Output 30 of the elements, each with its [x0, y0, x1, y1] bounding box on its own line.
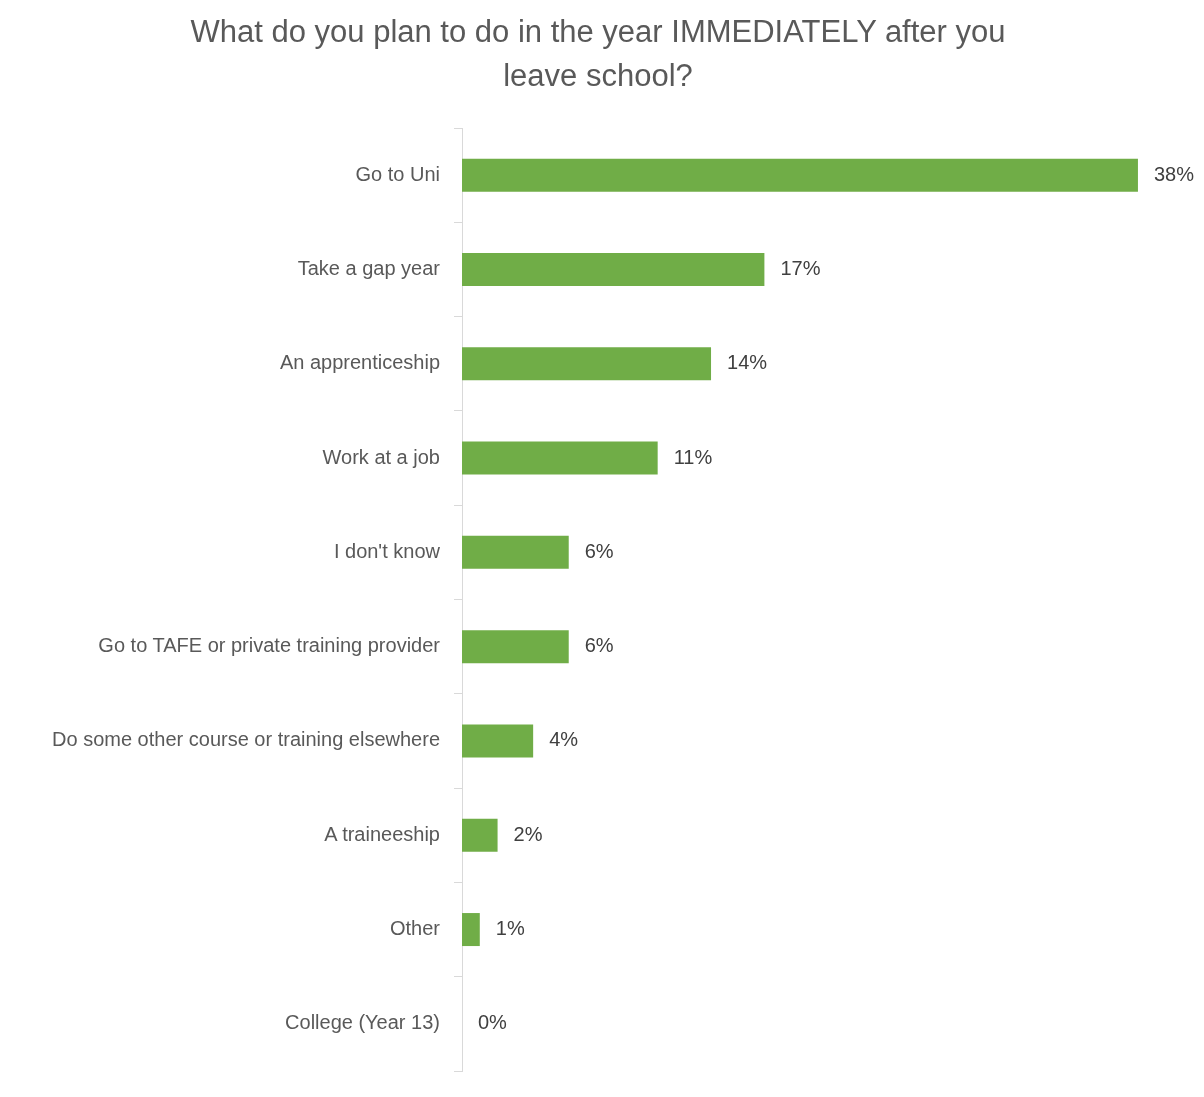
- y-tick-label: Go to TAFE or private training provider: [98, 634, 441, 657]
- data-label: 38%: [1153, 162, 1195, 185]
- bar: [462, 630, 569, 664]
- data-label: 14%: [727, 351, 768, 374]
- y-tick-label: Take a gap year: [297, 256, 441, 279]
- data-label: 0%: [478, 1011, 508, 1034]
- bar: [462, 913, 480, 947]
- y-tick-label: Work at a job: [322, 445, 440, 468]
- data-label: 6%: [584, 634, 614, 657]
- y-tick-label: I don't know: [333, 539, 441, 562]
- data-label: 6%: [584, 539, 614, 562]
- bar: [462, 724, 534, 758]
- y-tick-label: Go to Uni: [355, 162, 440, 185]
- bar: [462, 158, 1138, 192]
- y-tick-label: Do some other course or training elsewhere: [52, 728, 440, 751]
- data-label: 17%: [780, 256, 821, 279]
- chart-title: What do you plan to do in the year IMMEDIATELY after you leave school?: [189, 13, 1007, 95]
- bar: [462, 441, 658, 475]
- y-tick-label: An apprenticeship: [279, 351, 440, 374]
- data-label: 11%: [673, 445, 713, 468]
- bar: [462, 535, 569, 569]
- y-tick-label: Other: [389, 917, 441, 940]
- y-tick-label: A traineeship: [324, 822, 440, 845]
- data-label: 4%: [549, 728, 579, 751]
- data-label: 2%: [513, 822, 543, 845]
- y-tick-label: College (Year 13): [285, 1011, 440, 1034]
- bar: [462, 818, 498, 852]
- data-label: 1%: [495, 917, 525, 940]
- bar: [462, 347, 712, 381]
- bar: [462, 252, 765, 286]
